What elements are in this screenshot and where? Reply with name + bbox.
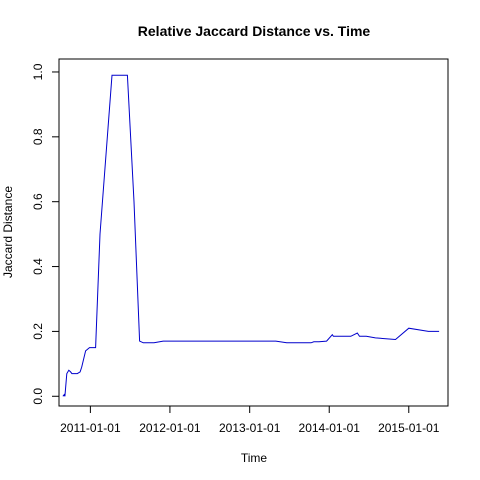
x-tick-label: 2011-01-01 <box>60 421 121 435</box>
x-tick-label: 2015-01-01 <box>378 421 440 435</box>
y-tick-label: 0.0 <box>31 388 45 405</box>
y-tick-label: 1.0 <box>31 63 45 80</box>
x-tick-label: 2013-01-01 <box>219 421 281 435</box>
y-tick-label: 0.4 <box>31 258 45 275</box>
jaccard-distance-line <box>63 75 439 396</box>
x-tick-label: 2014-01-01 <box>299 421 361 435</box>
y-tick-label: 0.2 <box>31 323 45 340</box>
y-tick-label: 0.8 <box>31 128 45 145</box>
chart-title: Relative Jaccard Distance vs. Time <box>138 23 371 39</box>
y-axis-label: Jaccard Distance <box>1 186 15 278</box>
y-axis: 0.0 0.2 0.4 0.6 0.8 1.0 <box>31 63 59 404</box>
x-axis-label: Time <box>241 451 268 465</box>
plot-frame <box>59 59 448 406</box>
y-tick-label: 0.6 <box>31 193 45 210</box>
x-tick-label: 2012-01-01 <box>139 421 201 435</box>
x-axis: 2011-01-01 2012-01-01 2013-01-01 2014-01-01… <box>60 406 440 435</box>
